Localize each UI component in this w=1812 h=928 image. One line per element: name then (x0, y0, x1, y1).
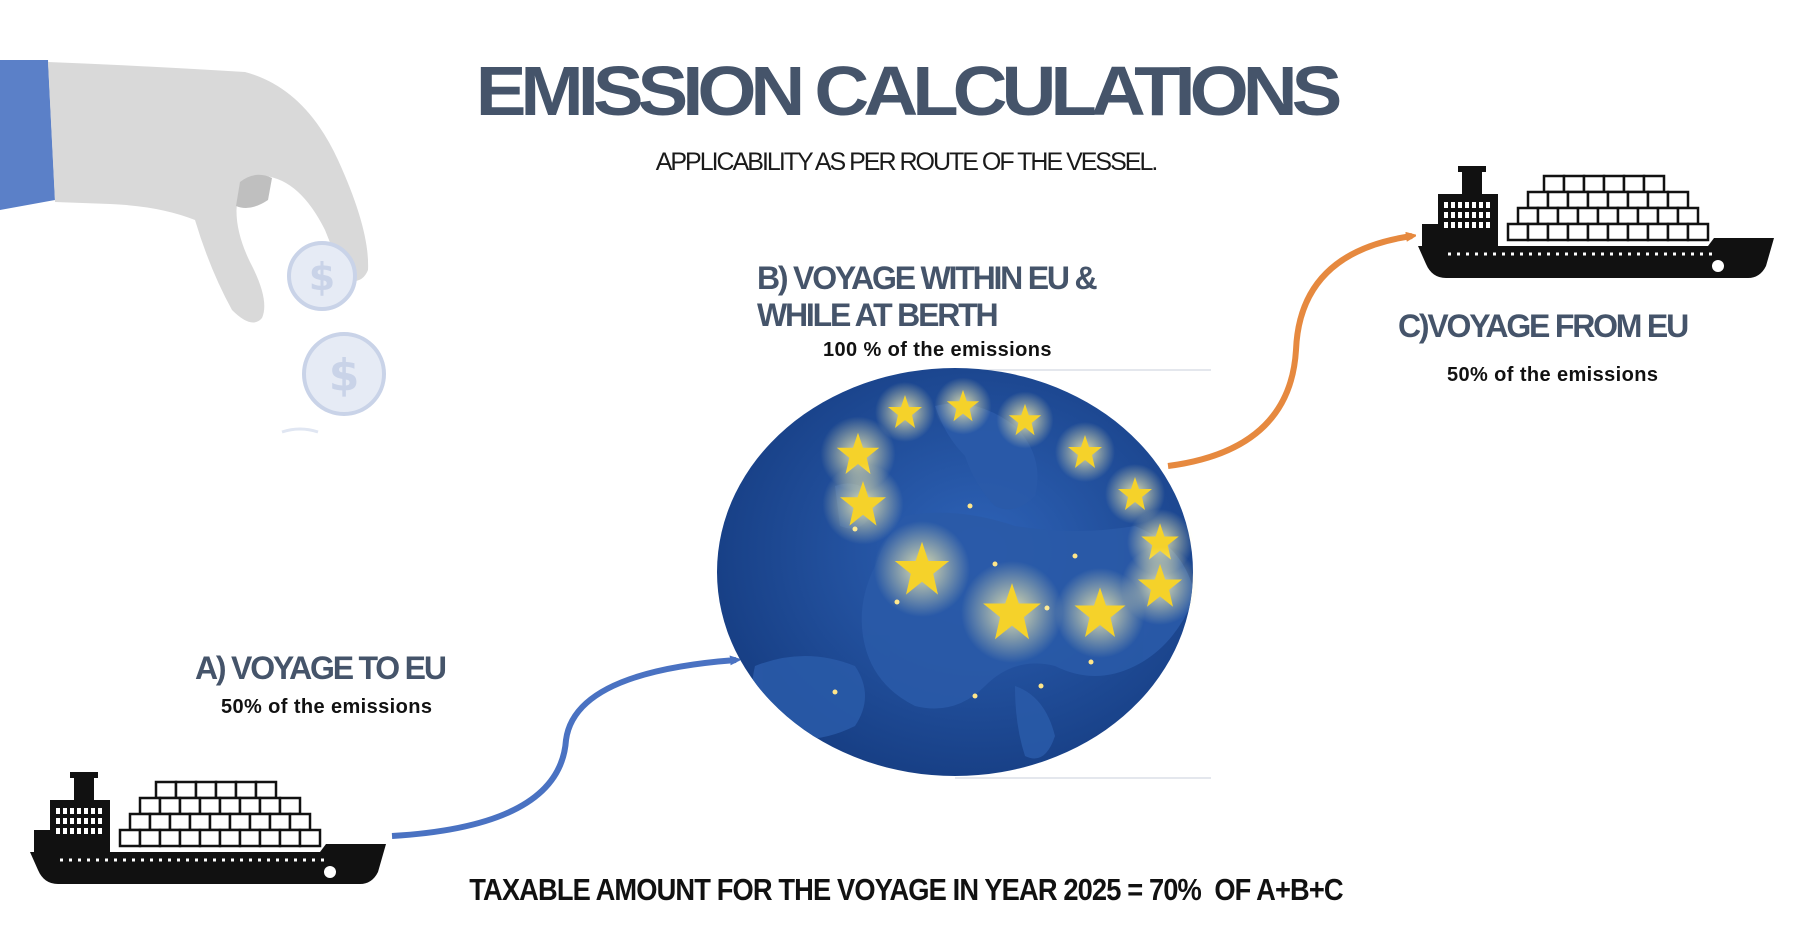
taxable-amount-footer: TAXABLE AMOUNT FOR THE VOYAGE IN YEAR 20… (469, 872, 1343, 907)
section-a-label: A) VOYAGE TO EU (195, 650, 447, 686)
section-c-share: 50% of the emissions (1447, 364, 1659, 386)
hand-coin-icon: $ $ (0, 60, 386, 434)
cargo-ship-icon (1418, 166, 1774, 278)
svg-text:$: $ (309, 255, 335, 299)
section-b-share: 100 % of the emissions (823, 339, 1052, 361)
section-b-label: B) VOYAGE WITHIN EU & WHILE AT BERTH (757, 260, 1098, 334)
svg-text:$: $ (329, 350, 360, 401)
page-subtitle: APPLICABILITY AS PER ROUTE OF THE VESSEL… (655, 148, 1159, 176)
section-c-label: C)VOYAGE FROM EU (1398, 308, 1689, 344)
section-b-label-line2: WHILE AT BERTH (757, 297, 999, 333)
page-title: EMISSION CALCULATIONS (475, 52, 1343, 131)
eu-globe-icon (717, 368, 1211, 779)
section-b-label-line1: B) VOYAGE WITHIN EU & (757, 260, 1098, 296)
section-a-share: 50% of the emissions (221, 696, 433, 718)
cargo-ship-icon (30, 772, 386, 884)
